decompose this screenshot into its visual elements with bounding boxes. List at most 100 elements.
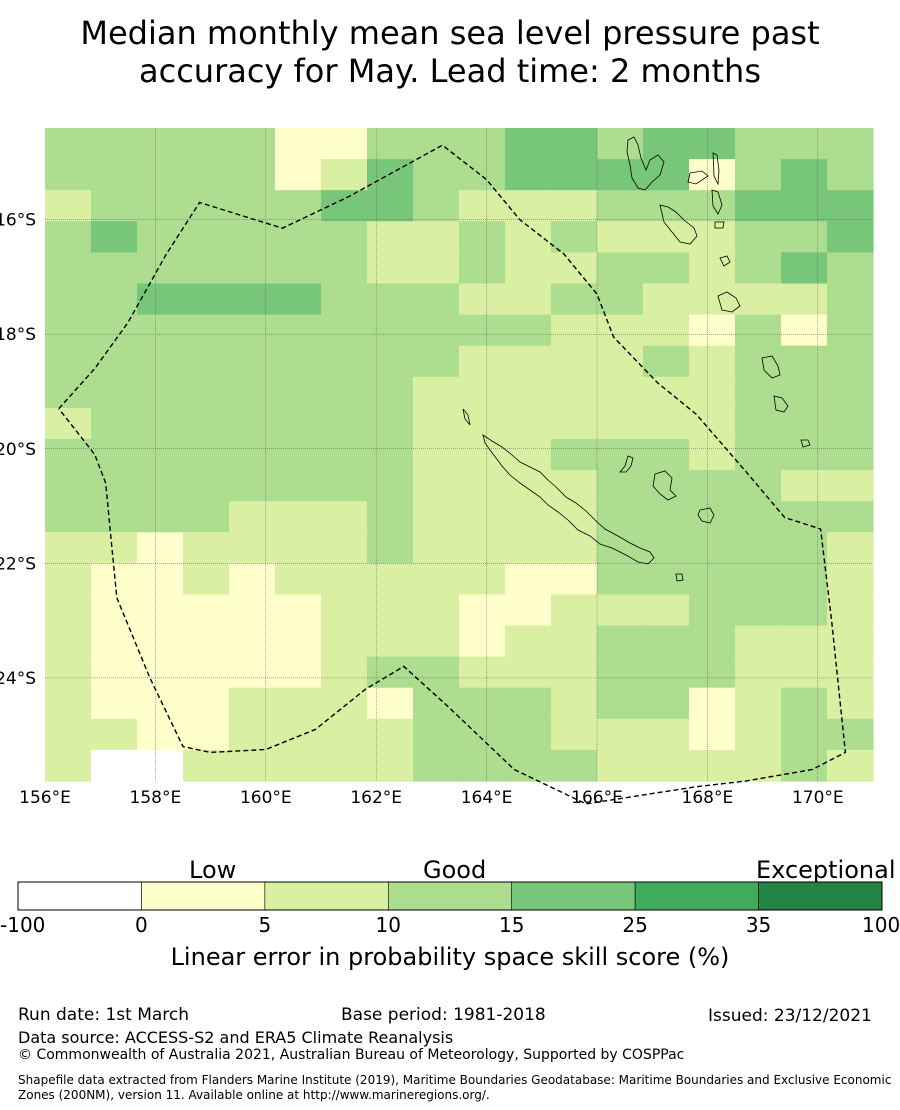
skill-cell — [413, 532, 460, 564]
skill-cell — [689, 625, 736, 658]
skill-cell — [689, 128, 736, 160]
skill-cell — [229, 190, 276, 222]
skill-cell — [735, 687, 782, 720]
skill-cell — [367, 407, 414, 440]
skill-cell — [367, 532, 414, 564]
skill-cell — [689, 563, 736, 596]
skill-cell — [735, 190, 782, 222]
skill-cell — [827, 656, 874, 689]
skill-cell — [781, 656, 828, 689]
skill-cell — [505, 749, 552, 782]
skill-cell — [321, 501, 368, 533]
skill-cell — [275, 656, 322, 689]
skill-cell — [413, 221, 460, 253]
skill-cell — [735, 625, 782, 658]
skill-cell — [275, 501, 322, 533]
skill-cell — [643, 656, 690, 689]
skill-cell — [781, 501, 828, 533]
skill-cell — [643, 190, 690, 222]
skill-cell — [735, 407, 782, 440]
skill-cell — [505, 438, 552, 471]
skill-cell — [229, 687, 276, 720]
skill-cell — [275, 376, 322, 409]
skill-cell — [505, 594, 552, 627]
skill-cell — [597, 470, 644, 502]
skill-cell — [459, 718, 506, 751]
skill-cell — [413, 159, 460, 191]
skill-cell — [229, 532, 276, 564]
skill-cell — [827, 532, 874, 564]
skill-cell — [689, 221, 736, 253]
skill-cell — [183, 718, 230, 751]
skill-cell — [413, 376, 460, 409]
skill-cell — [137, 283, 184, 316]
skill-cell — [459, 314, 506, 347]
skill-cell — [643, 283, 690, 316]
skill-cell — [137, 345, 184, 378]
graticule — [45, 128, 873, 781]
skill-cell — [275, 532, 322, 564]
skill-cell — [45, 718, 92, 751]
skill-cell — [137, 314, 184, 347]
skill-cell — [643, 749, 690, 782]
skill-cell — [781, 532, 828, 564]
skill-cell — [413, 470, 460, 502]
skill-cell — [367, 656, 414, 689]
skill-cell — [275, 314, 322, 347]
skill-cell — [91, 159, 138, 191]
colorbar-tick-label: -100 — [0, 913, 46, 937]
skill-cell — [137, 470, 184, 502]
skill-cell — [781, 190, 828, 222]
skill-cell — [137, 687, 184, 720]
skill-cell — [551, 532, 598, 564]
skill-cell — [597, 718, 644, 751]
y-tick-label: 22°S — [0, 554, 36, 574]
skill-cell — [689, 532, 736, 564]
skill-cell — [137, 501, 184, 533]
skill-cell — [137, 407, 184, 440]
skill-cell — [689, 656, 736, 689]
skill-cell — [551, 438, 598, 471]
skill-cell — [781, 749, 828, 782]
skill-cell — [505, 128, 552, 160]
skill-cell — [551, 221, 598, 253]
skill-cell — [459, 470, 506, 502]
skill-cell — [275, 718, 322, 751]
skill-cell — [229, 501, 276, 533]
skill-cell — [643, 345, 690, 378]
skill-cell — [91, 221, 138, 253]
skill-cell — [735, 501, 782, 533]
skill-cell — [91, 470, 138, 502]
skill-cell — [183, 625, 230, 658]
skill-cell — [367, 470, 414, 502]
skill-cell — [183, 656, 230, 689]
skill-cell — [689, 470, 736, 502]
skill-cell — [367, 687, 414, 720]
skill-cell — [275, 625, 322, 658]
skill-cell — [137, 656, 184, 689]
skill-cell — [183, 252, 230, 285]
skill-cell — [321, 283, 368, 316]
skill-cell — [597, 190, 644, 222]
skill-cell — [643, 221, 690, 253]
y-tick-label: 24°S — [0, 669, 36, 689]
skill-cell — [505, 159, 552, 191]
skill-cell — [413, 625, 460, 658]
skill-cell — [827, 128, 874, 160]
skill-cell — [367, 128, 414, 160]
skill-cell — [551, 687, 598, 720]
skill-cell — [45, 283, 92, 316]
x-tick-label: 162°E — [350, 788, 402, 808]
skill-cell — [45, 656, 92, 689]
skill-cell — [505, 407, 552, 440]
skill-cell — [321, 407, 368, 440]
skill-cell — [413, 252, 460, 285]
skill-cell — [45, 749, 92, 782]
issued-date: Issued: 23/12/2021 — [708, 1006, 872, 1026]
skill-cell — [45, 221, 92, 253]
skill-cell — [827, 687, 874, 720]
skill-cell — [735, 128, 782, 160]
skill-cell — [321, 656, 368, 689]
skill-cell — [321, 376, 368, 409]
skill-cell — [459, 749, 506, 782]
